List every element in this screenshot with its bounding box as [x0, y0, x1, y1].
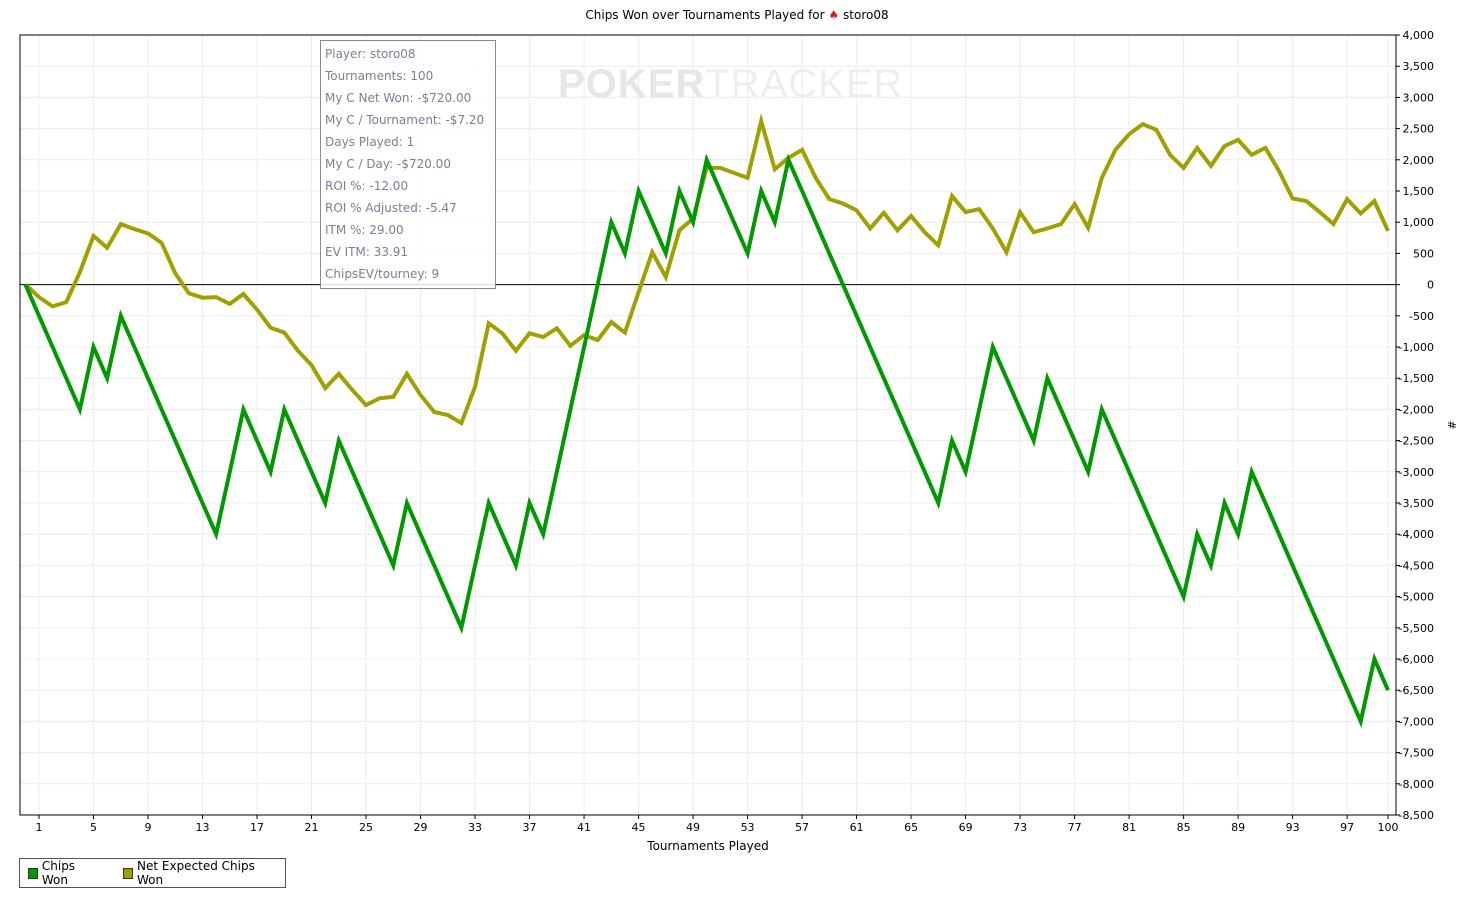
x-tick-label: 29: [414, 821, 428, 834]
y-tick-label: 500: [1413, 247, 1434, 260]
y-tick-label: -6,000: [1399, 653, 1434, 666]
pokerstars-spade-icon: ♠: [828, 8, 840, 22]
x-tick-label: 93: [1286, 821, 1300, 834]
tooltip-net-won: My C Net Won: -$720.00: [325, 91, 472, 105]
stats-tooltip: Player: storo08 Tournaments: 100 My C Ne…: [320, 40, 496, 289]
y-tick-label: 0: [1427, 279, 1434, 292]
y-tick-label: -1,000: [1399, 341, 1434, 354]
tooltip-itm: ITM %: 29.00: [325, 223, 404, 237]
plot-frame: [19, 34, 1397, 816]
y-tick-label: -2,000: [1399, 403, 1434, 416]
legend-swatch: [123, 867, 133, 879]
x-axis-label: Tournaments Played: [646, 839, 768, 853]
y-tick-label: 3,000: [1403, 91, 1435, 104]
y-tick-label: -3,500: [1399, 497, 1434, 510]
x-tick-label: 97: [1340, 821, 1354, 834]
legend-label: Chips Won: [41, 859, 76, 887]
x-tick-label: 5: [90, 821, 97, 834]
x-tick-label: 49: [686, 821, 700, 834]
x-tick-label: 37: [523, 821, 537, 834]
tooltip-chipsev: ChipsEV/tourney: 9: [325, 267, 440, 281]
legend-label: Net Expected Chips Won: [137, 859, 255, 887]
y-tick-label: -500: [1409, 310, 1434, 323]
y-tick-label: -6,500: [1399, 684, 1434, 697]
x-tick-label: 61: [850, 821, 864, 834]
x-tick-label: 45: [632, 821, 646, 834]
y-tick-label: 1,500: [1403, 185, 1435, 198]
chart-title: Chips Won over Tournaments Played for ♠ …: [0, 8, 1474, 22]
y-tick-label: -8,000: [1399, 778, 1434, 791]
y-tick-label: -8,500: [1399, 809, 1434, 822]
y-tick-label: 1,000: [1403, 216, 1435, 229]
x-tick-label: 21: [305, 821, 319, 834]
y-tick-label: -3,000: [1399, 466, 1434, 479]
y-tick-label: 2,000: [1403, 154, 1435, 167]
x-tick-label: 81: [1122, 821, 1136, 834]
tooltip-tournaments: Tournaments: 100: [325, 69, 434, 83]
x-tick-label: 65: [904, 821, 918, 834]
series-line-chips-won: [23, 153, 1390, 728]
y-tick-label: -2,500: [1399, 435, 1434, 448]
tooltip-player: Player: storo08: [325, 47, 416, 61]
x-tick-label: 77: [1068, 821, 1082, 834]
tooltip-days-played: Days Played: 1: [325, 135, 415, 149]
x-tick-label: 69: [959, 821, 973, 834]
x-tick-label: 57: [795, 821, 809, 834]
x-tick-label: 73: [1013, 821, 1027, 834]
y-tick-label: -1,500: [1399, 372, 1434, 385]
x-tick-label: 89: [1231, 821, 1245, 834]
pokertracker-watermark: POKERTRACKER: [558, 62, 904, 106]
x-tick-label: 9: [145, 821, 152, 834]
y-tick-label: -7,500: [1399, 747, 1434, 760]
tooltip-roi: ROI %: -12.00: [325, 179, 409, 193]
y-tick-label: 3,500: [1403, 60, 1435, 73]
y-tick-label: -4,000: [1399, 528, 1434, 541]
y-tick-label: 2,500: [1403, 123, 1435, 136]
x-tick-label: 1: [36, 821, 43, 834]
x-tick-label: 13: [196, 821, 210, 834]
y-tick-label: -5,500: [1399, 622, 1434, 635]
chart-legend: Chips Won Net Expected Chips Won: [19, 858, 286, 888]
legend-item-net-expected[interactable]: Net Expected Chips Won: [123, 859, 267, 887]
tooltip-roi-adjusted: ROI % Adjusted: -5.47: [325, 201, 457, 215]
y-tick-label: -7,000: [1399, 715, 1434, 728]
tooltip-per-tournament: My C / Tournament: -$7.20: [325, 113, 485, 127]
legend-swatch: [28, 867, 38, 879]
x-tick-label: 33: [468, 821, 482, 834]
x-tick-label: 100: [1378, 821, 1399, 834]
y-axis-label: #: [1445, 420, 1458, 429]
legend-item-chips-won[interactable]: Chips Won: [28, 859, 97, 887]
x-tick-label: 17: [250, 821, 264, 834]
tooltip-ev-itm: EV ITM: 33.91: [325, 245, 409, 259]
x-tick-label: 41: [577, 821, 591, 834]
chart-title-text: Chips Won over Tournaments Played for: [585, 8, 825, 22]
x-tick-label: 25: [359, 821, 373, 834]
y-tick-label: -5,000: [1399, 591, 1434, 604]
y-tick-label: 4,000: [1403, 29, 1435, 42]
tooltip-per-day: My C / Day: -$720.00: [325, 157, 451, 171]
x-tick-label: 85: [1177, 821, 1191, 834]
x-tick-label: 53: [741, 821, 755, 834]
y-tick-label: -4,500: [1399, 559, 1434, 572]
chart-title-player: storo08: [843, 8, 889, 22]
